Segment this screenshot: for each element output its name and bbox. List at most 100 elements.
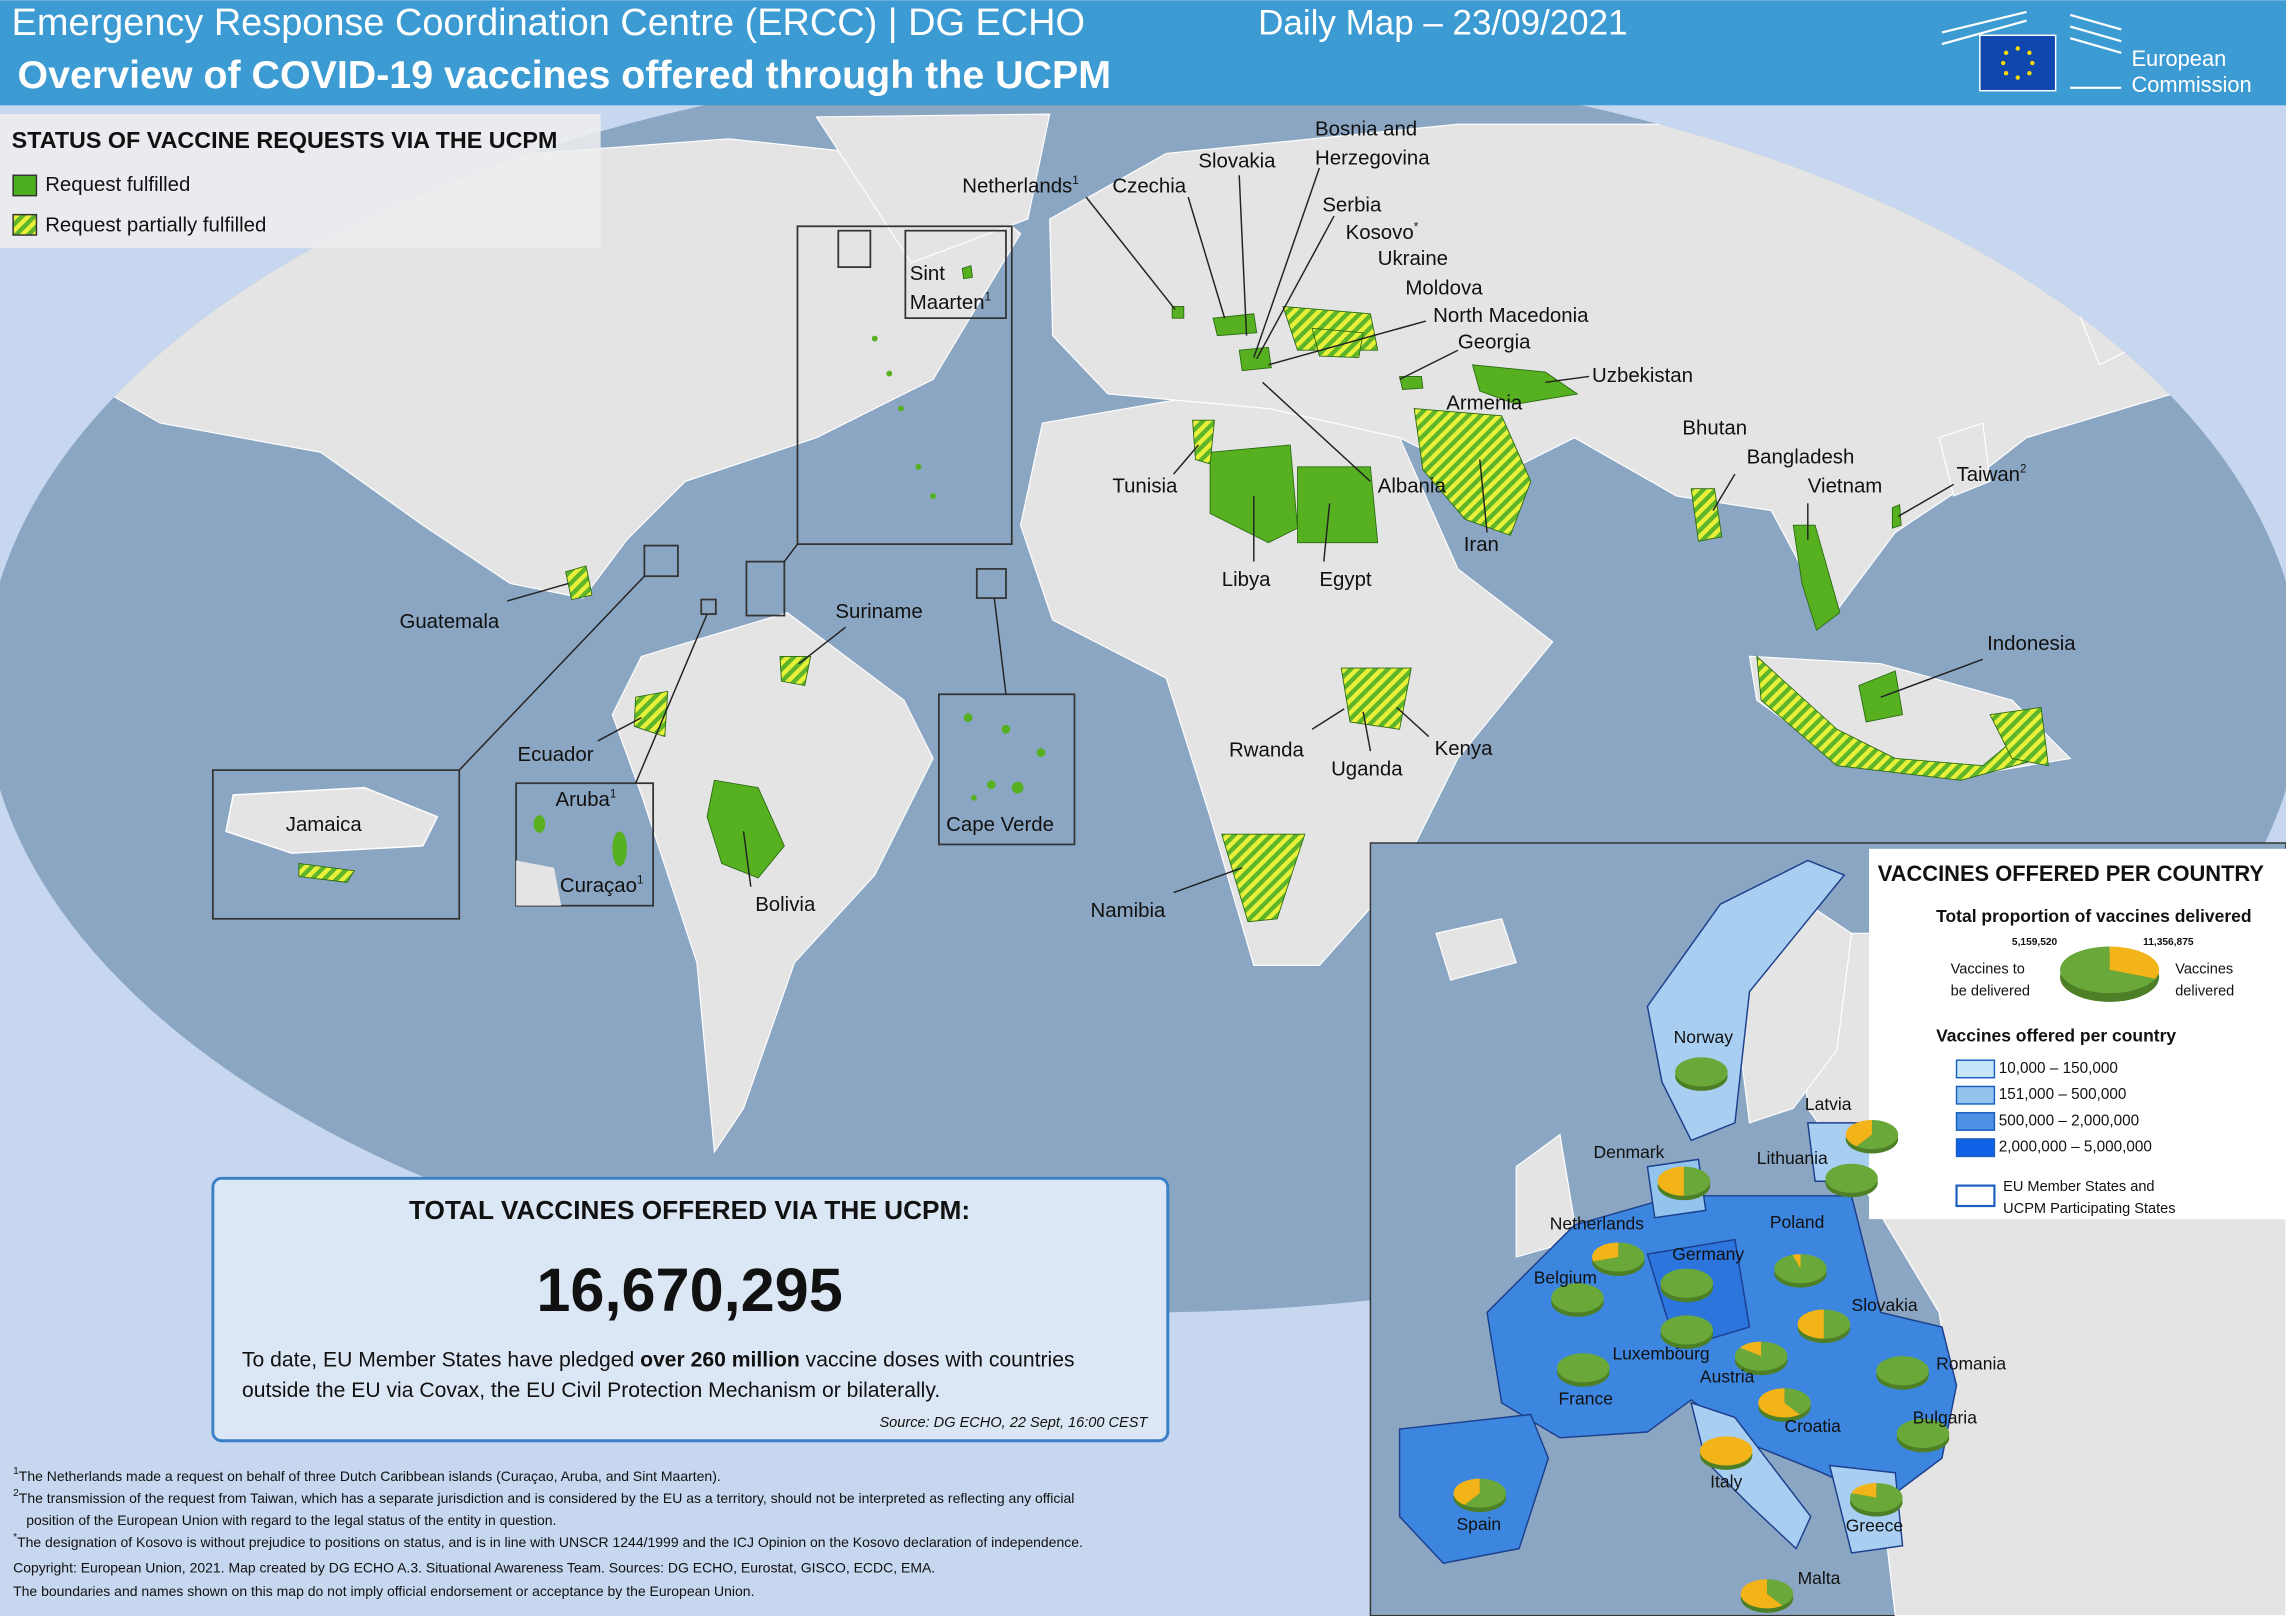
inset-title: VACCINES OFFERED PER COUNTRY (1878, 861, 2265, 886)
country-pie-slice (1876, 1356, 1929, 1386)
inset-label: Greece (1846, 1515, 1903, 1535)
inset-label: Poland (1770, 1212, 1824, 1232)
country-pie-slice (1797, 1309, 1824, 1339)
label-note: 1 (1072, 174, 1078, 187)
country-pie-slice (1823, 1309, 1851, 1339)
country-pie-slice (1850, 1483, 1903, 1513)
class-label: 10,000 – 150,000 (1999, 1060, 2118, 1077)
legend-swatch (12, 213, 38, 236)
country-pie-slice (1464, 1478, 1507, 1508)
total-source: Source: DG ECHO, 22 Sept, 16:00 CEST (879, 1415, 1148, 1431)
class-label: 500,000 – 2,000,000 (1999, 1112, 2139, 1129)
map-label: Bosnia and (1315, 118, 1417, 140)
country-pie-slice (1851, 1483, 1877, 1498)
map-label: Taiwan2 (1957, 462, 2027, 486)
map-label: Ukraine (1378, 248, 1448, 270)
label-note: 1 (610, 787, 616, 800)
inset-label: Croatia (1784, 1416, 1841, 1436)
footnote-text: The transmission of the request from Tai… (19, 1490, 1075, 1506)
map-label: Albania (1378, 476, 1447, 498)
map-label: Georgia (1458, 331, 1531, 353)
members-label: UCPM Participating States (2003, 1201, 2175, 1217)
total-text: To date, EU Member States have pledged o… (242, 1348, 1075, 1402)
pie-name: Vaccines (2175, 962, 2233, 978)
map-label: Kosovo* (1346, 220, 1419, 244)
country-pie-slice (1699, 1436, 1753, 1466)
country-pie-slice (1660, 1315, 1714, 1345)
map-label: Tunisia (1112, 476, 1178, 498)
map-label: Ecuador (518, 744, 594, 766)
legend-pie-slice (2060, 946, 2156, 994)
label-note: * (1414, 220, 1419, 233)
map-label: Moldova (1405, 277, 1483, 299)
country-pie-slice (1593, 1242, 1645, 1272)
country-pie-slice (1896, 1418, 1950, 1449)
country-pie-slice (1453, 1478, 1480, 1506)
logo-text: European (2131, 46, 2226, 71)
map-label: Rwanda (1229, 740, 1305, 762)
flag-stars (2000, 46, 2035, 80)
inset-legend-box (1869, 848, 2286, 1220)
header-title: Overview of COVID-19 vaccines offered th… (17, 53, 1111, 97)
legend-box (0, 114, 601, 249)
logo-text: Commission (2131, 72, 2251, 97)
header-date: Daily Map – 23/09/2021 (1258, 3, 1627, 42)
map-label: Curaçao1 (560, 873, 644, 897)
map-label: Egypt (1319, 569, 1372, 591)
legend-item: Request fulfilled (45, 174, 190, 196)
total-part: vaccine doses with countries (800, 1348, 1075, 1371)
class-swatch (1955, 1085, 1996, 1105)
inset-label: Austria (1700, 1367, 1755, 1387)
total-part: To date, EU Member States have pledged (242, 1348, 640, 1371)
country-pie-slice (1557, 1353, 1610, 1383)
country-pie-slice (1592, 1242, 1619, 1262)
country-pie-slice (1551, 1283, 1604, 1313)
map-label: Iran (1464, 534, 1499, 556)
footnote-mark: 1 (13, 1466, 19, 1477)
country-pie-slice (1657, 1166, 1684, 1196)
class-swatch (1955, 1111, 1996, 1131)
members-label: EU Member States and (2003, 1179, 2154, 1195)
map-label: Herzegovina (1315, 148, 1430, 170)
header-org: Emergency Response Coordination Centre (… (12, 2, 1085, 44)
country-pie-slice (1766, 1579, 1794, 1606)
inset-label: Italy (1710, 1472, 1742, 1492)
class-label: 2,000,000 – 5,000,000 (1999, 1139, 2152, 1156)
map-label: Netherlands1 (962, 174, 1079, 198)
logo-lines (1941, 10, 2122, 89)
inset-frames (211, 225, 1076, 920)
map-label: Bhutan (1682, 417, 1747, 439)
country-pie-slice (1740, 1579, 1783, 1609)
inset-label: Luxembourg (1612, 1343, 1709, 1363)
inset-label: Netherlands (1550, 1214, 1645, 1234)
eu-flag (1979, 34, 2057, 92)
footnote-text: position of the European Union with rega… (26, 1512, 556, 1528)
legend-title: STATUS OF VACCINE REQUESTS VIA THE UCPM (12, 127, 558, 153)
map-label: Libya (1222, 569, 1271, 591)
country-pie-slice (1792, 1254, 1801, 1269)
total-box (211, 1176, 1170, 1443)
footnote-text: The designation of Kosovo is without pre… (17, 1533, 1083, 1549)
label-note: 2 (2020, 462, 2026, 475)
country-pie-slice (1675, 1057, 1728, 1087)
map-label: Cape Verde (946, 814, 1054, 836)
map-label: Suriname (835, 601, 922, 623)
inset-label: Bulgaria (1913, 1407, 1977, 1427)
members-swatch (1955, 1184, 1996, 1208)
footnote: 2The transmission of the request from Ta… (13, 1488, 1074, 1506)
inset-label: Denmark (1593, 1142, 1664, 1162)
country-pie-slice (1739, 1341, 1762, 1357)
total-part: outside the EU via Covax, the EU Civil P… (242, 1379, 940, 1402)
inset-label: Latvia (1805, 1094, 1852, 1114)
header-bar (0, 0, 2286, 106)
country-pie-slice (1845, 1119, 1872, 1147)
pie-value: 11,356,875 (2143, 937, 2194, 948)
class-swatch (1955, 1059, 1996, 1079)
map-label: Aruba1 (555, 787, 616, 811)
map-label: Uzbekistan (1592, 365, 1693, 387)
total-title: TOTAL VACCINES OFFERED VIA THE UCPM: (409, 1195, 970, 1225)
map-label: Kenya (1435, 738, 1494, 760)
map-label: Slovakia (1198, 151, 1276, 173)
pie-name: be delivered (1951, 984, 2030, 1000)
country-pie-slice (1660, 1268, 1714, 1298)
